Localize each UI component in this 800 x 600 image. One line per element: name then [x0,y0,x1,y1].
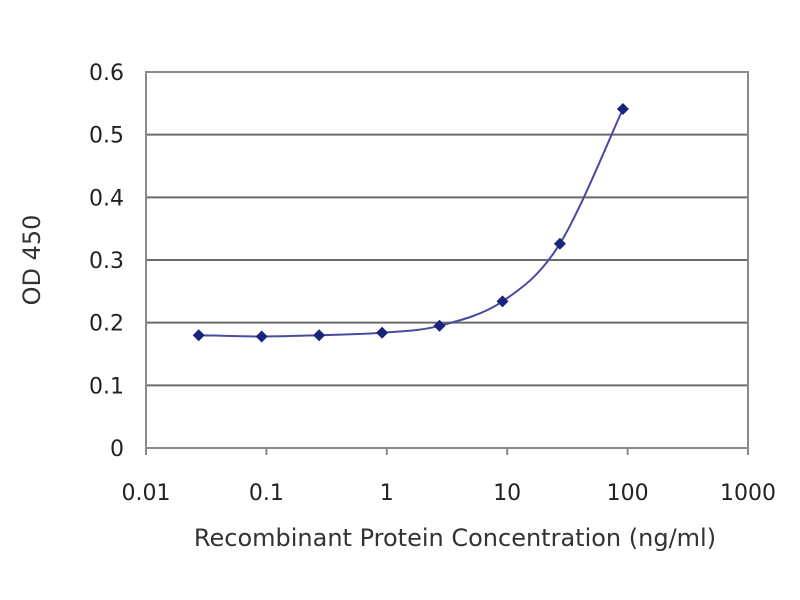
y-tick-label: 0.2 [89,312,124,337]
data-point [496,295,509,308]
x-tick-label: 0.1 [249,481,284,506]
x-tick-label: 0.01 [122,481,171,506]
x-tick-label: 1000 [720,481,776,506]
plot-area [145,71,749,449]
data-point [313,329,326,342]
y-tick-label: 0.6 [89,61,124,86]
y-tick-label: 0.3 [89,249,124,274]
y-tick-label: 0.1 [89,374,124,399]
y-tick-label: 0 [110,437,124,462]
data-point [433,319,446,332]
series-line [198,108,624,338]
data-point [553,237,566,250]
x-tick-label: 100 [607,481,649,506]
data-point [192,329,205,342]
y-tick-label: 0.5 [89,124,124,149]
x-axis-title: Recombinant Protein Concentration (ng/ml… [194,524,716,552]
y-tick-label: 0.4 [89,186,124,211]
data-point [616,102,629,115]
y-axis-title: OD 450 [18,215,46,306]
x-tick-label: 1 [380,481,394,506]
x-tick-label: 10 [493,481,521,506]
data-point [255,330,268,343]
data-point [376,326,389,339]
